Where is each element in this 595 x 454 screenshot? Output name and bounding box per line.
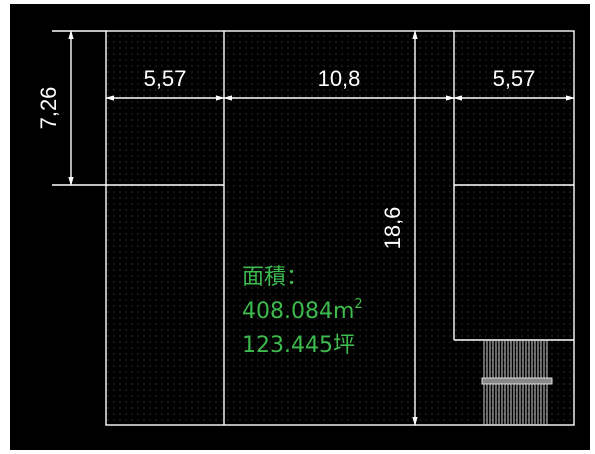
dim-label-center-height: 18,6 (380, 207, 405, 250)
dim-label-top-mid: 10,8 (318, 66, 361, 91)
stair-handrail (481, 377, 553, 385)
area-m2-value: 408.084m (242, 299, 354, 324)
plan-outline (52, 30, 575, 426)
staircase (481, 340, 553, 425)
outer-wall (105, 30, 575, 426)
floor-plan-drawing: 5,57 10,8 5,57 7,26 18,6 面積： 408.084m2 1… (10, 4, 590, 450)
area-annotation: 面積： 408.084m2 123.445坪 (242, 265, 363, 358)
dim-label-left-height: 7,26 (36, 87, 61, 130)
dim-label-top-right: 5,57 (493, 66, 536, 91)
area-label: 面積： (242, 265, 308, 290)
dim-label-top-left: 5,57 (144, 66, 187, 91)
area-square-meters: 408.084m2 (242, 297, 363, 324)
dimension-lines (68, 30, 575, 426)
area-ping: 123.445坪 (242, 333, 355, 358)
area-m2-superscript: 2 (354, 297, 362, 312)
